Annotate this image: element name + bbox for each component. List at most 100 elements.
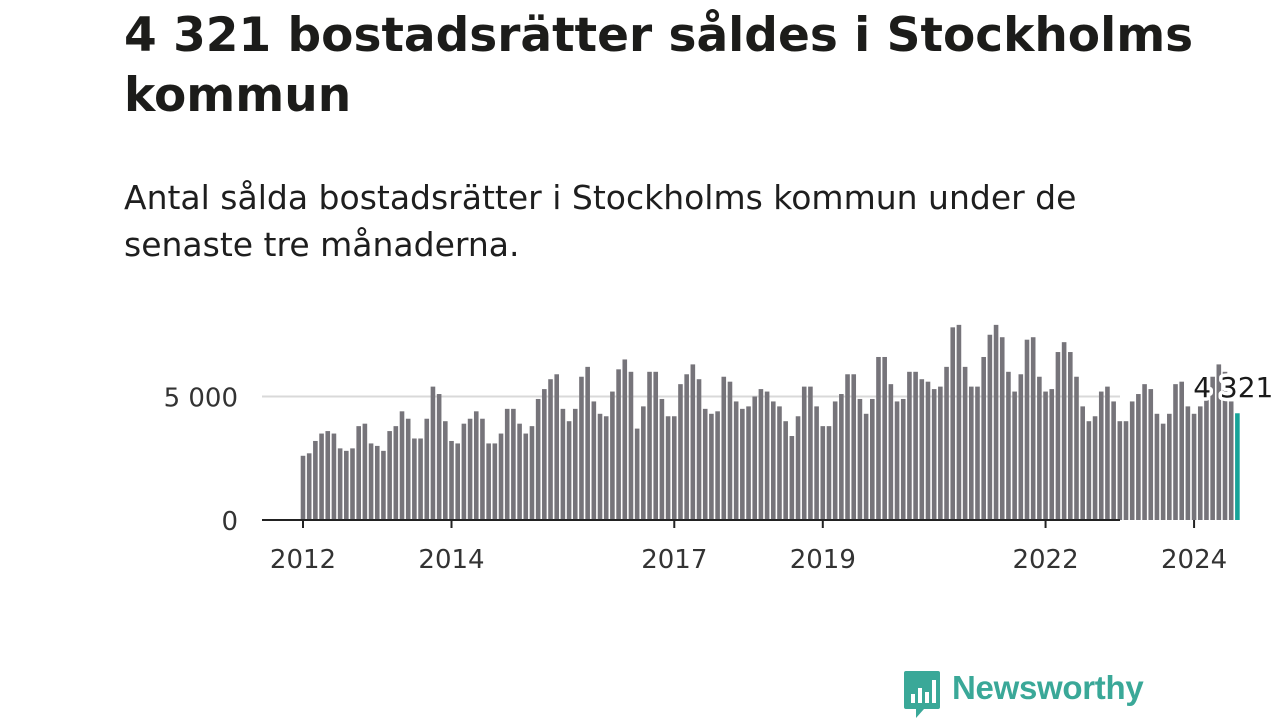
bar (1123, 421, 1129, 520)
bar (443, 421, 448, 520)
bar (764, 391, 770, 520)
bar (1012, 391, 1017, 520)
bar (579, 376, 584, 520)
bar (306, 453, 312, 520)
bar (418, 438, 423, 520)
bar (758, 389, 764, 520)
bar (969, 386, 974, 520)
bar (826, 426, 832, 520)
bar (795, 416, 801, 520)
bar (1030, 337, 1036, 520)
bar (486, 443, 491, 520)
bar (863, 413, 869, 520)
bar (1086, 421, 1092, 520)
bar (919, 379, 925, 520)
bar (733, 401, 739, 520)
bar (622, 359, 628, 520)
bar (851, 374, 857, 520)
x-tick-label: 2012 (270, 545, 336, 575)
bar (839, 394, 844, 520)
bar (300, 455, 306, 520)
bar (412, 438, 417, 520)
newsworthy-logo: Newsworthy (902, 668, 1144, 720)
bar (1136, 394, 1141, 520)
bar (542, 389, 547, 520)
bar (430, 386, 436, 520)
bar (1068, 352, 1073, 520)
bar (597, 413, 603, 520)
bar-latest (1235, 413, 1240, 520)
bar (1222, 371, 1228, 520)
bar (1210, 376, 1215, 520)
bar (535, 398, 541, 520)
bar (554, 374, 560, 520)
bar (331, 433, 337, 520)
bar (870, 398, 875, 520)
bar (381, 450, 386, 520)
bar (814, 406, 819, 520)
bar (461, 423, 467, 520)
bar (560, 408, 566, 520)
bar (356, 426, 361, 520)
bar (393, 426, 399, 520)
bar (1160, 423, 1166, 520)
bar (690, 364, 696, 520)
bar (350, 448, 355, 520)
bar (956, 324, 962, 520)
bar (789, 436, 795, 520)
bar (1018, 374, 1024, 520)
bar (1228, 401, 1234, 520)
y-ticks-group: 0 5 000 (164, 384, 238, 538)
bar (1055, 352, 1061, 520)
bar (455, 443, 460, 520)
bar (653, 371, 659, 520)
bar (671, 416, 677, 520)
bar (1074, 376, 1079, 520)
bar (740, 408, 745, 520)
bar (1167, 413, 1172, 520)
bar (702, 408, 708, 520)
bar (480, 418, 485, 520)
bar (616, 369, 621, 520)
bar (752, 396, 758, 520)
bar (1173, 384, 1178, 520)
bar (876, 356, 881, 520)
bar (783, 421, 788, 520)
bar (665, 416, 671, 520)
bar (981, 356, 986, 520)
bar (511, 408, 516, 520)
bar (399, 411, 405, 520)
bar (1197, 406, 1203, 520)
bar (504, 408, 510, 520)
bar (319, 433, 324, 520)
bar (1179, 381, 1184, 520)
bar (888, 384, 894, 520)
x-tick-label: 2024 (1161, 545, 1227, 575)
x-tick-label: 2019 (790, 545, 856, 575)
bar (1148, 389, 1154, 520)
bar (1142, 384, 1147, 520)
bar (1111, 401, 1116, 520)
bar (999, 337, 1005, 520)
bar (1129, 401, 1135, 520)
bar (523, 433, 529, 520)
bar (1092, 416, 1098, 520)
bar (1006, 371, 1011, 520)
bar (344, 450, 349, 520)
bar (1105, 386, 1110, 520)
bar (950, 327, 956, 520)
bar (313, 440, 318, 520)
bars-group (300, 324, 1240, 520)
bar (1061, 342, 1067, 520)
bar (907, 371, 912, 520)
bar (913, 371, 918, 520)
bar (585, 366, 590, 520)
bar (634, 428, 640, 520)
bar (715, 411, 720, 520)
y-tick-label: 0 (221, 507, 238, 537)
bar (566, 421, 572, 520)
bar (900, 398, 906, 520)
bar (1080, 406, 1085, 520)
bar (467, 418, 473, 520)
bar (727, 381, 733, 520)
